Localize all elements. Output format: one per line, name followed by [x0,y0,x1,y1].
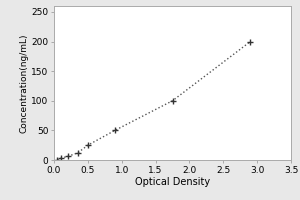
X-axis label: Optical Density: Optical Density [135,177,210,187]
Y-axis label: Concentration(ng/mL): Concentration(ng/mL) [20,33,28,133]
